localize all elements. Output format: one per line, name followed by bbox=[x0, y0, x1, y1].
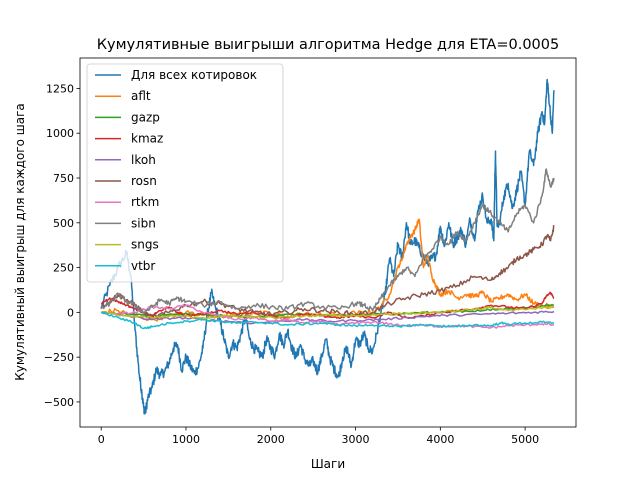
y-tick-label: −500 bbox=[44, 396, 74, 409]
y-tick-label: 1000 bbox=[46, 127, 74, 140]
legend-entry-label: Для всех котировок bbox=[131, 68, 257, 82]
series-line-gazp bbox=[101, 303, 555, 319]
legend-entry-label: rosn bbox=[131, 174, 157, 188]
legend-box bbox=[86, 63, 284, 283]
y-tick-label: 500 bbox=[53, 217, 74, 230]
series-line-vtbr bbox=[101, 311, 555, 330]
series-line-rosn bbox=[100, 224, 555, 320]
series-line-sngs bbox=[101, 305, 555, 320]
legend-entry-label: rtkm bbox=[131, 195, 159, 209]
legend-entry-label: lkoh bbox=[131, 153, 156, 167]
x-tick-label: 1000 bbox=[172, 433, 200, 446]
x-axis-label: Шаги bbox=[311, 457, 345, 471]
legend-entry-label: aflt bbox=[131, 89, 151, 103]
legend-entry-label: sibn bbox=[131, 216, 156, 230]
legend: Для всех котировок aflt gazp kmaz lkoh rosn rt… bbox=[86, 63, 284, 283]
plot-area: 0 1000 2000 3000 4000 5000 −500 −250 0 250 500 750 1… bbox=[44, 57, 577, 446]
legend-entry-label: vtbr bbox=[131, 259, 155, 273]
y-tick-label: 0 bbox=[67, 306, 74, 319]
series-line-sibn bbox=[100, 168, 555, 314]
y-axis-label: Кумулятивный выигрыш для каждого шага bbox=[13, 103, 27, 381]
x-tick-label: 3000 bbox=[342, 433, 370, 446]
chart-title: Кумулятивные выигрыши алгоритма Hedge дл… bbox=[97, 37, 560, 53]
axes-frame bbox=[79, 57, 577, 428]
y-tick-label: −250 bbox=[44, 351, 74, 364]
legend-entry-label: gazp bbox=[131, 110, 160, 124]
y-tick-label: 750 bbox=[53, 172, 74, 185]
series-line-lkoh bbox=[100, 310, 555, 325]
x-tick-label: 4000 bbox=[426, 433, 454, 446]
legend-entry-label: kmaz bbox=[131, 132, 163, 146]
legend-entry-label: sngs bbox=[131, 238, 159, 252]
x-tick-label: 2000 bbox=[257, 433, 285, 446]
series-line-для-всех-котировок bbox=[100, 78, 555, 415]
y-tick-label: 250 bbox=[53, 262, 74, 275]
series-lines bbox=[100, 78, 555, 415]
x-tick-label: 0 bbox=[98, 433, 105, 446]
x-tick-label: 5000 bbox=[511, 433, 539, 446]
y-tick-label: 1250 bbox=[46, 82, 74, 95]
